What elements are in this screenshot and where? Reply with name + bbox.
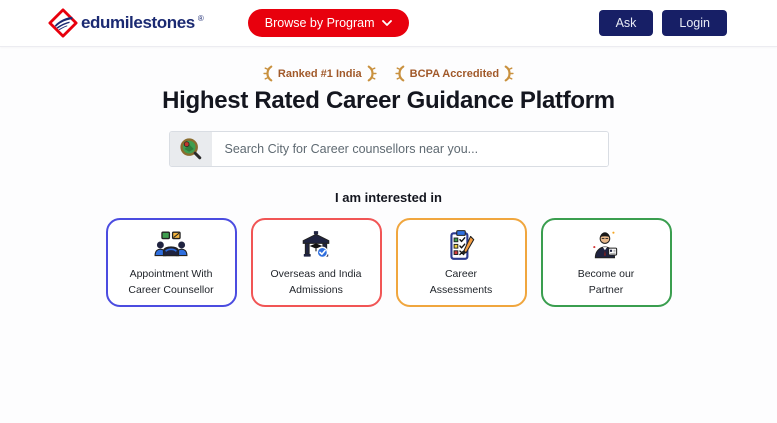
browse-by-program-button[interactable]: Browse by Program xyxy=(247,9,409,37)
ranked-badge-label: Ranked #1 India xyxy=(277,67,362,80)
university-admissions-icon xyxy=(299,229,333,263)
browse-by-program-label: Browse by Program xyxy=(264,16,375,30)
search-addon xyxy=(169,132,212,166)
search-bar xyxy=(168,131,609,167)
ask-button[interactable]: Ask xyxy=(598,10,654,36)
card-overseas-india-admissions[interactable]: Overseas and India Admissions xyxy=(250,218,382,307)
accredited-badge: BCPA Accredited xyxy=(395,65,514,82)
laurel-left-icon xyxy=(395,65,406,82)
accredited-badge-label: BCPA Accredited xyxy=(409,67,500,80)
logo[interactable]: edumilestones ® xyxy=(48,8,204,38)
search-input[interactable] xyxy=(211,132,608,166)
chevron-down-icon xyxy=(381,20,392,26)
ranked-badge: Ranked #1 India xyxy=(263,65,377,82)
partner-person-icon xyxy=(589,229,623,263)
logo-registered-mark: ® xyxy=(197,14,204,23)
hero-section: Ranked #1 India BCPA Accredited Highest … xyxy=(0,65,777,307)
interest-heading: I am interested in xyxy=(335,190,442,205)
card-label: Overseas and India Admissions xyxy=(270,268,362,297)
card-label: Career Assessments xyxy=(429,268,493,297)
assessment-checklist-icon xyxy=(444,229,478,263)
card-career-assessments[interactable]: Career Assessments xyxy=(395,218,527,307)
card-appointment-counsellor[interactable]: Appointment With Career Counsellor xyxy=(105,218,237,307)
card-become-partner[interactable]: Become our Partner xyxy=(540,218,672,307)
logo-text: edumilestones xyxy=(81,13,195,32)
login-button[interactable]: Login xyxy=(662,10,727,36)
map-search-icon xyxy=(179,137,203,161)
card-label: Become our Partner xyxy=(577,268,635,297)
page-title: Highest Rated Career Guidance Platform xyxy=(162,87,615,114)
logo-diamond-icon xyxy=(48,8,78,38)
counselling-meeting-icon xyxy=(154,229,188,263)
card-label: Appointment With Career Counsellor xyxy=(128,268,214,297)
interest-cards-row: Appointment With Career Counsellor xyxy=(0,218,777,307)
top-navigation-bar: edumilestones ® Browse by Program Ask Lo… xyxy=(0,0,777,47)
laurel-right-icon xyxy=(503,65,514,82)
badge-row: Ranked #1 India BCPA Accredited xyxy=(0,65,777,82)
laurel-right-icon xyxy=(366,65,377,82)
laurel-left-icon xyxy=(263,65,274,82)
